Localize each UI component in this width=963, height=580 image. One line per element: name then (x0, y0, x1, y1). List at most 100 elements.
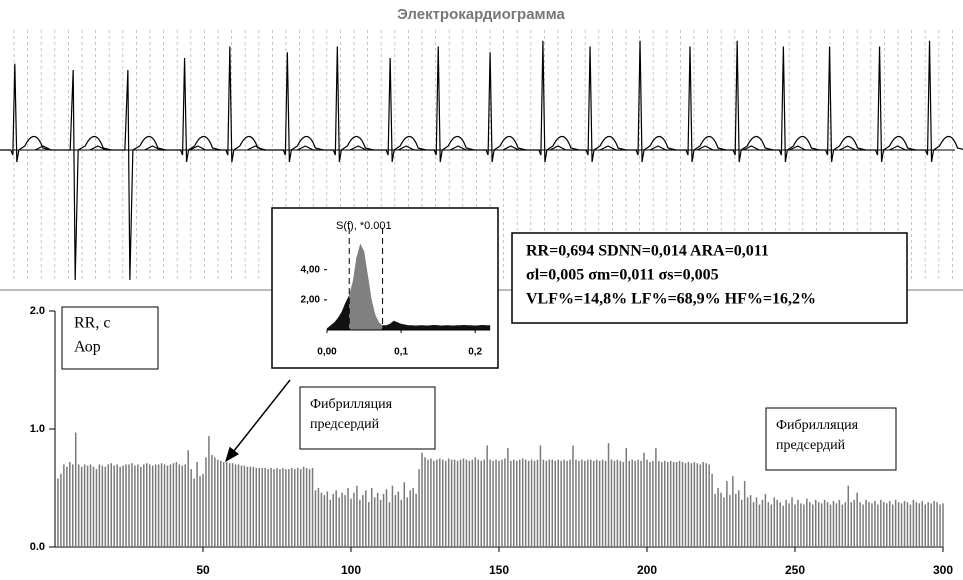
bar (672, 462, 675, 547)
spectrum-segment (412, 325, 417, 331)
bar (495, 459, 497, 547)
bar (202, 473, 204, 547)
bar (619, 460, 622, 547)
bar (906, 502, 909, 547)
ecg-beat (349, 57, 427, 163)
bar (838, 499, 841, 547)
bar (240, 465, 243, 547)
bar (551, 459, 554, 547)
bar (74, 432, 77, 547)
bar (927, 502, 929, 547)
bar (871, 503, 873, 547)
bar (148, 464, 151, 547)
ecg-beat (696, 40, 774, 163)
bar (717, 488, 719, 547)
bar (557, 459, 559, 547)
bar (483, 459, 485, 547)
bar (196, 462, 198, 547)
bar (891, 504, 894, 547)
bar (817, 502, 820, 547)
bar (874, 500, 876, 547)
bar (178, 464, 181, 547)
bar (732, 476, 734, 547)
bar (933, 500, 935, 547)
ecg-beat (247, 52, 324, 163)
bar (664, 460, 666, 547)
bar (587, 459, 589, 547)
bar (296, 467, 299, 547)
bar (166, 465, 169, 547)
bar (190, 469, 192, 547)
bar (83, 464, 86, 547)
bar (439, 458, 441, 547)
bar (735, 493, 737, 547)
bar (640, 460, 642, 547)
bar (77, 464, 80, 547)
bar (850, 502, 852, 547)
bar (649, 462, 651, 547)
bar (370, 488, 373, 547)
bar (738, 490, 740, 547)
bar (486, 445, 488, 547)
bar (820, 503, 823, 547)
annotation-text: предсердий (776, 438, 846, 453)
bar (436, 459, 438, 547)
spectrum-segment (393, 320, 398, 331)
bar (755, 497, 758, 547)
bar (705, 463, 707, 547)
bar (909, 504, 912, 547)
ecg-beat (743, 46, 820, 163)
bar (72, 464, 74, 547)
x-tick-label: 100 (341, 563, 361, 577)
bar (122, 465, 124, 547)
bar (610, 459, 613, 547)
bar (669, 460, 672, 547)
bar (415, 493, 417, 547)
bar (492, 460, 494, 547)
bar (489, 459, 491, 547)
bar (427, 459, 429, 547)
bar (835, 503, 838, 547)
annotation-text: RR, с (74, 315, 110, 332)
bar (379, 499, 382, 547)
bar (86, 465, 89, 547)
bar (912, 499, 915, 547)
bar (661, 462, 663, 547)
bar (942, 503, 944, 547)
bar (294, 469, 296, 547)
y-tick-label: 4,00 (301, 264, 321, 275)
bar (726, 480, 728, 547)
bar (883, 502, 885, 547)
bar (143, 464, 145, 547)
bar (231, 463, 234, 547)
bar (373, 497, 376, 547)
bar (779, 502, 781, 547)
bar (888, 500, 891, 547)
bar (563, 459, 565, 547)
bar (314, 490, 317, 547)
bar (308, 469, 311, 547)
bar (193, 478, 195, 547)
bar (237, 464, 240, 547)
bar (282, 467, 284, 547)
bar (57, 478, 59, 547)
spectrum-segment (404, 324, 409, 331)
bar (302, 466, 305, 547)
bar (356, 485, 358, 547)
bar (104, 466, 107, 547)
bar (516, 460, 518, 547)
bar (154, 464, 157, 547)
bar (160, 463, 163, 547)
annotation-text: предсердий (310, 417, 380, 432)
bar (276, 467, 278, 547)
ecg-beat (0, 63, 51, 163)
bar (809, 502, 811, 547)
bar (542, 459, 545, 547)
bar (134, 465, 136, 547)
x-tick-label: 0,2 (468, 347, 482, 358)
bar (690, 463, 693, 547)
stats-line: VLF%=14,8% LF%=68,9% HF%=16,2% (526, 291, 816, 308)
spectrum-segment (467, 325, 472, 331)
bar (471, 459, 474, 547)
bar (362, 495, 364, 547)
